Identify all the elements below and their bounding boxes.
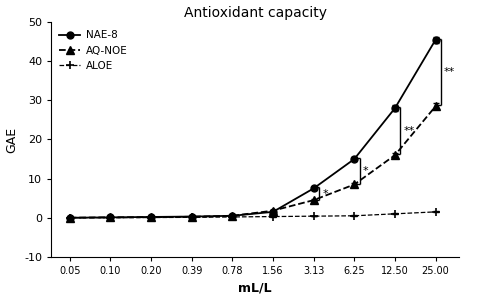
Text: *: * [322, 189, 328, 199]
Text: **: ** [404, 126, 414, 136]
Title: Antioxidant capacity: Antioxidant capacity [184, 6, 327, 20]
Text: *: * [363, 166, 368, 176]
Y-axis label: GAE: GAE [6, 126, 18, 152]
X-axis label: mL/L: mL/L [238, 281, 272, 294]
Text: **: ** [444, 67, 456, 77]
Legend: NAE-8, AQ-NOE, ALOE: NAE-8, AQ-NOE, ALOE [56, 27, 130, 74]
